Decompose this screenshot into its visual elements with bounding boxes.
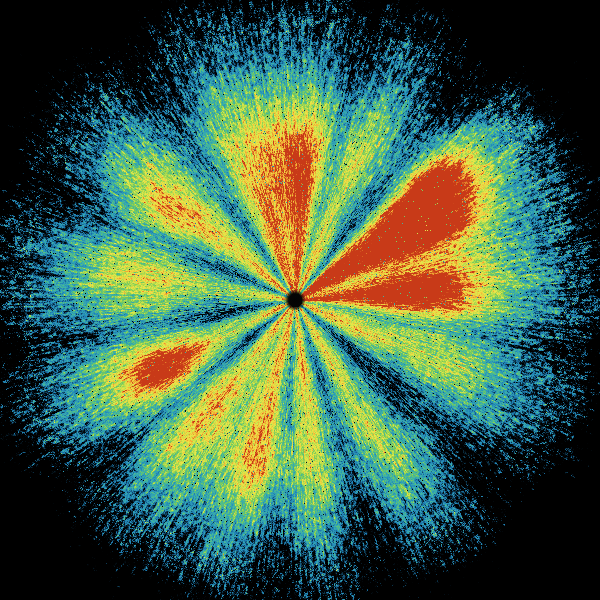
polar-scan-figure <box>0 0 600 600</box>
polar-scan-heatmap-canvas <box>0 0 600 600</box>
